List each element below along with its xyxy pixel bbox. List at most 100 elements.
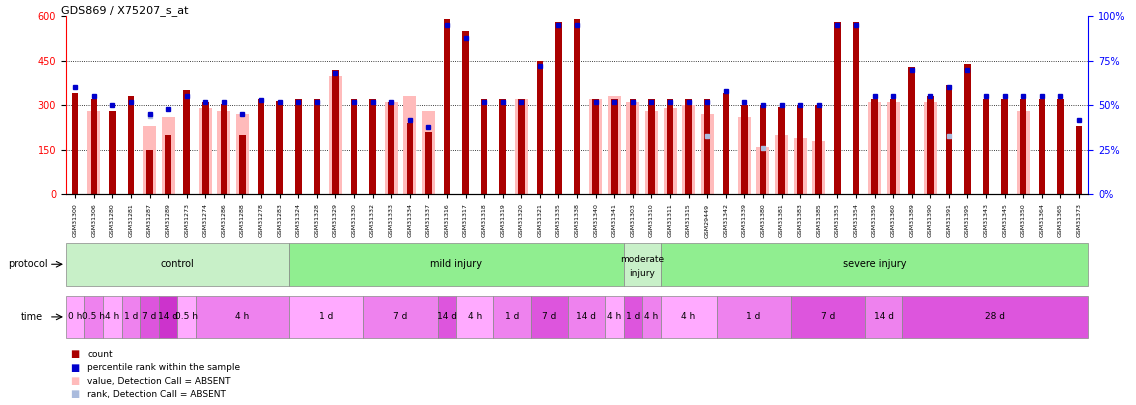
Text: 7 d: 7 d bbox=[393, 312, 408, 322]
Text: 7 d: 7 d bbox=[142, 312, 157, 322]
Bar bbox=[812, 141, 825, 194]
Text: 0.5 h: 0.5 h bbox=[175, 312, 198, 322]
Bar bbox=[184, 90, 190, 194]
Bar bbox=[518, 99, 525, 194]
Bar bbox=[667, 99, 674, 194]
Bar bbox=[983, 99, 989, 194]
Text: percentile rank within the sample: percentile rank within the sample bbox=[87, 363, 241, 372]
Text: 4 h: 4 h bbox=[607, 312, 621, 322]
Bar bbox=[738, 117, 751, 194]
Bar bbox=[701, 114, 713, 194]
Bar bbox=[682, 105, 695, 194]
Bar bbox=[500, 99, 506, 194]
Bar bbox=[592, 99, 599, 194]
Bar bbox=[314, 99, 320, 194]
Bar bbox=[295, 99, 301, 194]
Bar bbox=[329, 76, 342, 194]
Text: ■: ■ bbox=[70, 363, 80, 373]
Bar bbox=[387, 102, 394, 194]
Bar bbox=[629, 99, 636, 194]
Bar bbox=[425, 132, 432, 194]
Bar bbox=[590, 99, 602, 194]
Text: severe injury: severe injury bbox=[843, 259, 907, 269]
Bar bbox=[775, 135, 788, 194]
Bar bbox=[536, 61, 543, 194]
Text: ■: ■ bbox=[70, 350, 80, 359]
Bar bbox=[332, 70, 339, 194]
Bar bbox=[147, 150, 152, 194]
Bar bbox=[868, 102, 882, 194]
Bar bbox=[909, 67, 914, 194]
Bar bbox=[217, 111, 231, 194]
Bar bbox=[72, 94, 78, 194]
Bar bbox=[760, 105, 766, 194]
Bar bbox=[741, 105, 747, 194]
Bar bbox=[722, 94, 729, 194]
Bar bbox=[608, 96, 620, 194]
Bar bbox=[556, 22, 561, 194]
Bar bbox=[757, 147, 769, 194]
Bar bbox=[886, 102, 900, 194]
Bar bbox=[369, 99, 376, 194]
Bar bbox=[481, 99, 487, 194]
Text: ■: ■ bbox=[70, 390, 80, 399]
Text: 1 d: 1 d bbox=[504, 312, 519, 322]
Bar bbox=[91, 99, 97, 194]
Bar bbox=[1017, 111, 1029, 194]
Text: injury: injury bbox=[629, 269, 655, 278]
Bar bbox=[704, 99, 710, 194]
Bar bbox=[574, 19, 580, 194]
Text: value, Detection Call = ABSENT: value, Detection Call = ABSENT bbox=[87, 377, 231, 386]
Text: control: control bbox=[160, 259, 194, 269]
Text: 1 d: 1 d bbox=[746, 312, 761, 322]
Bar bbox=[202, 102, 209, 194]
Bar bbox=[1076, 126, 1083, 194]
Bar bbox=[663, 108, 677, 194]
Bar bbox=[945, 85, 952, 194]
Bar bbox=[816, 105, 822, 194]
Bar bbox=[927, 96, 934, 194]
Bar bbox=[276, 101, 283, 194]
Bar bbox=[351, 99, 357, 194]
Text: rank, Detection Call = ABSENT: rank, Detection Call = ABSENT bbox=[87, 390, 226, 399]
Bar bbox=[871, 99, 878, 194]
Text: protocol: protocol bbox=[8, 259, 48, 269]
Bar bbox=[645, 111, 658, 194]
Bar bbox=[1058, 99, 1063, 194]
Bar bbox=[685, 99, 692, 194]
Text: 7 d: 7 d bbox=[542, 312, 557, 322]
Bar bbox=[853, 22, 859, 194]
Text: 14 d: 14 d bbox=[874, 312, 894, 322]
Text: 4 h: 4 h bbox=[682, 312, 695, 322]
Bar bbox=[236, 114, 249, 194]
Bar bbox=[407, 123, 414, 194]
Text: 0 h: 0 h bbox=[68, 312, 83, 322]
Bar bbox=[240, 135, 245, 194]
Text: moderate: moderate bbox=[620, 255, 665, 264]
Bar bbox=[778, 107, 785, 194]
Text: time: time bbox=[20, 312, 42, 322]
Text: 4 h: 4 h bbox=[468, 312, 482, 322]
Bar bbox=[444, 19, 450, 194]
Text: 4 h: 4 h bbox=[106, 312, 119, 322]
Bar bbox=[161, 117, 175, 194]
Bar bbox=[165, 135, 172, 194]
Text: 0.5 h: 0.5 h bbox=[82, 312, 106, 322]
Bar bbox=[649, 99, 654, 194]
Bar bbox=[143, 126, 156, 194]
Bar bbox=[421, 111, 435, 194]
Bar bbox=[964, 64, 970, 194]
Bar bbox=[199, 108, 211, 194]
Bar bbox=[796, 105, 803, 194]
Bar bbox=[258, 99, 265, 194]
Bar bbox=[462, 31, 469, 194]
Bar bbox=[889, 99, 896, 194]
Text: 1 d: 1 d bbox=[124, 312, 139, 322]
Bar bbox=[1038, 99, 1045, 194]
Text: mild injury: mild injury bbox=[431, 259, 483, 269]
Bar bbox=[109, 111, 116, 194]
Bar bbox=[1020, 99, 1027, 194]
Bar bbox=[87, 111, 100, 194]
Bar bbox=[611, 99, 618, 194]
Text: 4 h: 4 h bbox=[644, 312, 659, 322]
